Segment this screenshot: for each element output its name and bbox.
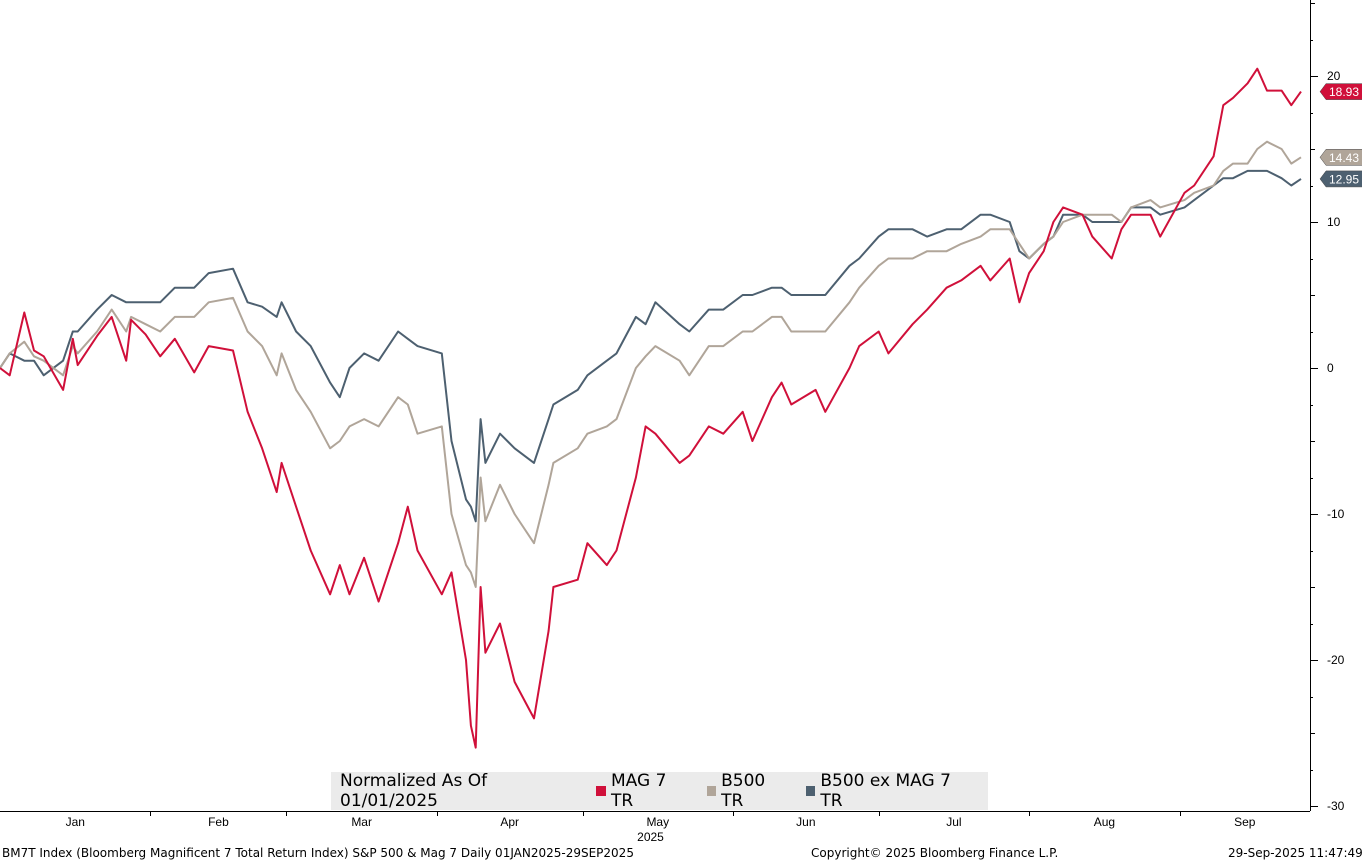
footer-source: BM7T Index (Bloomberg Magnificent 7 Tota… bbox=[2, 846, 634, 860]
x-tick-label: Feb bbox=[208, 815, 229, 829]
series-layer bbox=[0, 67, 1302, 749]
y-tick-label: -30 bbox=[1327, 799, 1345, 813]
legend-item-b500-ex-mag7: B500 ex MAG 7 TR bbox=[805, 771, 972, 811]
x-tick-label: Jan bbox=[66, 815, 85, 829]
chart-axes: -30 -20 -10 0 10 20 Jan Feb Mar Apr May Jun Jul Aug Se… bbox=[0, 0, 1345, 844]
badge-shape bbox=[1319, 149, 1362, 166]
legend-swatch-mag7 bbox=[596, 786, 607, 796]
badge-value: 12.95 bbox=[1329, 172, 1359, 186]
badge-value: 14.43 bbox=[1329, 151, 1359, 165]
x-tick-label: Mar bbox=[351, 815, 372, 829]
badge-shape bbox=[1319, 170, 1362, 188]
legend-item-b500: B500 TR bbox=[706, 771, 790, 811]
legend-title: Normalized As Of 01/01/2025 bbox=[340, 771, 488, 811]
y-tick-label: -20 bbox=[1327, 653, 1345, 667]
last-value-badges: 18.93 14.43 12.95 bbox=[1319, 83, 1362, 188]
legend-label-mag7: MAG 7 TR bbox=[611, 771, 667, 811]
legend-swatch-b500 bbox=[706, 786, 717, 796]
x-tick-label: Apr bbox=[500, 815, 519, 829]
y-tick-label: 10 bbox=[1327, 215, 1341, 229]
y-tick-label: 20 bbox=[1327, 69, 1341, 83]
legend-item-mag7: MAG 7 TR bbox=[596, 771, 690, 811]
legend-label-b500: B500 TR bbox=[721, 771, 766, 811]
footer-timestamp: 29-Sep-2025 11:47:49 bbox=[1228, 846, 1362, 860]
series-line-b500-ex-mag7 bbox=[0, 169, 1302, 523]
x-tick-label: Aug bbox=[1094, 815, 1115, 829]
x-tick-label: Sep bbox=[1234, 815, 1256, 829]
legend-label-b500-ex-mag7: B500 ex MAG 7 TR bbox=[820, 771, 951, 811]
y-tick-label: -10 bbox=[1327, 507, 1345, 521]
line-chart: -30 -20 -10 0 10 20 Jan Feb Mar Apr May Jun Jul Aug Se… bbox=[0, 0, 1362, 844]
legend-swatch-b500-ex-mag7 bbox=[805, 786, 816, 796]
footer-copyright: Copyright© 2025 Bloomberg Finance L.P. bbox=[811, 846, 1059, 860]
x-tick-label: Jul bbox=[946, 815, 961, 829]
badge-value: 18.93 bbox=[1329, 85, 1359, 99]
chart-legend: Normalized As Of 01/01/2025 MAG 7 TR B50… bbox=[331, 771, 988, 811]
last-value-badge-mag7: 18.93 bbox=[1319, 83, 1362, 100]
x-axis-title: 2025 bbox=[637, 830, 664, 844]
last-value-badge-b500: 14.43 bbox=[1319, 149, 1362, 166]
last-value-badge-b500-ex-mag7: 12.95 bbox=[1319, 170, 1362, 188]
y-tick-label: 0 bbox=[1327, 361, 1334, 375]
x-tick-label: May bbox=[646, 815, 669, 829]
badge-shape bbox=[1319, 83, 1362, 100]
x-tick-label: Jun bbox=[796, 815, 815, 829]
series-line-mag7 bbox=[0, 67, 1302, 749]
series-line-b500 bbox=[0, 140, 1302, 588]
